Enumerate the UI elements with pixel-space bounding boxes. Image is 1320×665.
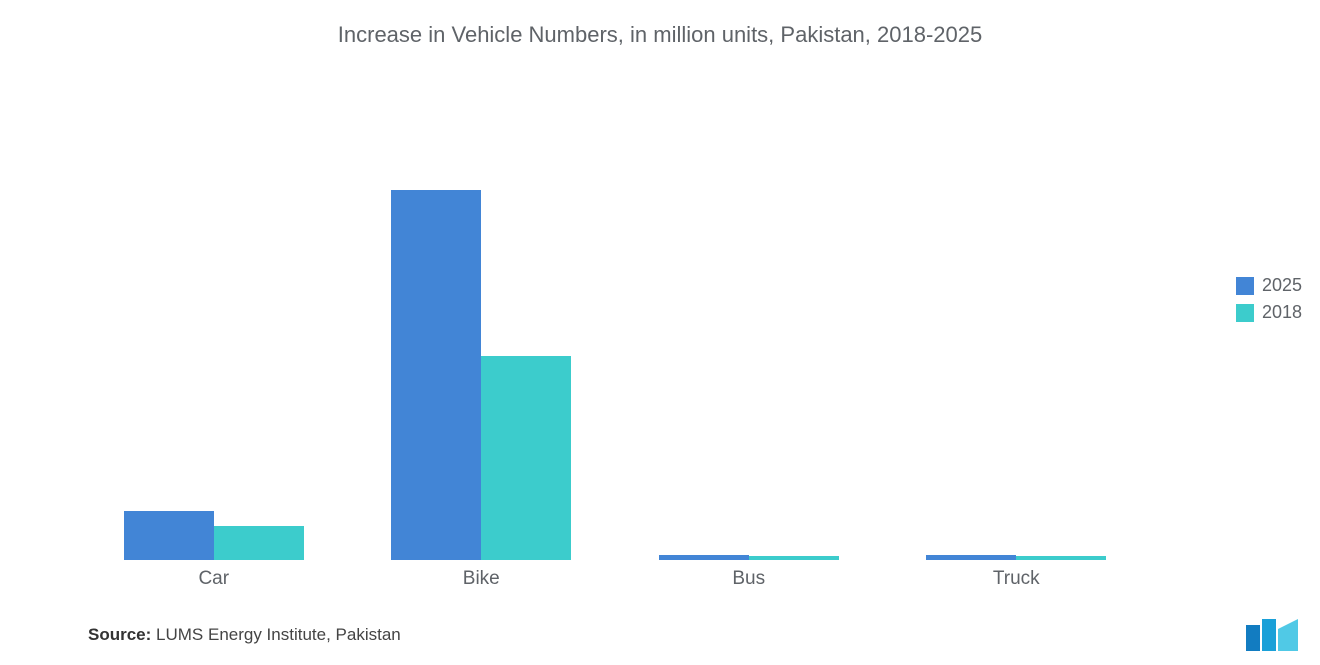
plot-area: CarBikeBusTruck bbox=[80, 190, 1150, 560]
legend: 2025 2018 bbox=[1236, 275, 1302, 329]
bar bbox=[659, 555, 749, 560]
source-label: Source: bbox=[88, 625, 151, 644]
category-label: Bus bbox=[615, 568, 883, 590]
category-label: Car bbox=[80, 568, 348, 590]
bar bbox=[124, 511, 214, 560]
bar-pair bbox=[124, 511, 304, 560]
legend-item: 2025 bbox=[1236, 275, 1302, 296]
category-label: Truck bbox=[883, 568, 1151, 590]
category-label: Bike bbox=[348, 568, 616, 590]
bar-pair bbox=[391, 190, 571, 560]
legend-item: 2018 bbox=[1236, 302, 1302, 323]
logo-bar-2 bbox=[1262, 619, 1276, 651]
bar bbox=[749, 556, 839, 560]
bar bbox=[214, 526, 304, 560]
legend-swatch bbox=[1236, 304, 1254, 322]
chart-title: Increase in Vehicle Numbers, in million … bbox=[0, 22, 1320, 48]
source-line: Source: LUMS Energy Institute, Pakistan bbox=[88, 625, 401, 645]
bar-pair bbox=[659, 555, 839, 560]
source-text: LUMS Energy Institute, Pakistan bbox=[151, 625, 400, 644]
bar bbox=[926, 555, 1016, 560]
bar-pair bbox=[926, 555, 1106, 560]
brand-logo bbox=[1246, 619, 1298, 651]
legend-text: 2025 bbox=[1262, 275, 1302, 296]
legend-swatch bbox=[1236, 277, 1254, 295]
chart-container: Increase in Vehicle Numbers, in million … bbox=[0, 0, 1320, 665]
bar bbox=[1016, 556, 1106, 560]
logo-bar-3 bbox=[1278, 619, 1298, 651]
logo-bar-1 bbox=[1246, 625, 1260, 651]
bar bbox=[481, 356, 571, 560]
bar bbox=[391, 190, 481, 560]
legend-text: 2018 bbox=[1262, 302, 1302, 323]
